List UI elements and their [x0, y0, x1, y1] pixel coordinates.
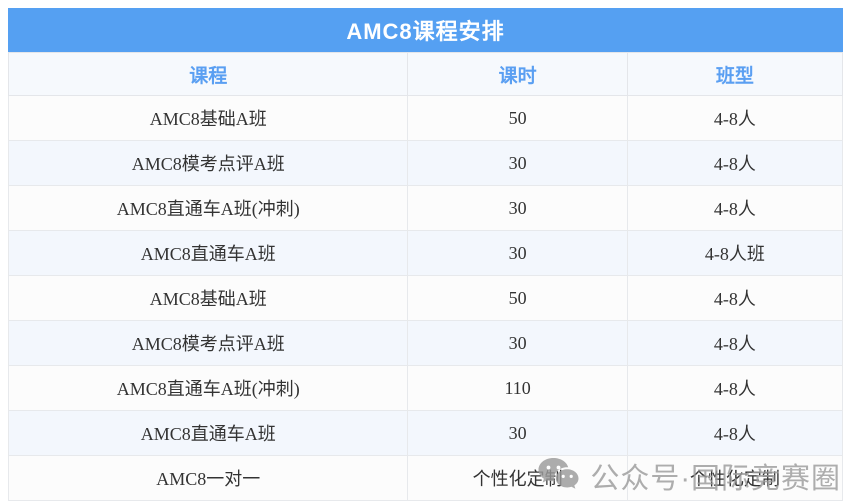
table-row: AMC8模考点评A班 30 4-8人 — [7, 140, 844, 186]
table-row: AMC8直通车A班 30 4-8人班 — [7, 230, 844, 276]
table-row: AMC8直通车A班(冲刺) 110 4-8人 — [7, 365, 844, 411]
cell-hours: 30 — [407, 410, 628, 456]
table-row: AMC8直通车A班 30 4-8人 — [7, 410, 844, 456]
table-row: AMC8基础A班 50 4-8人 — [7, 95, 844, 141]
column-header-hours: 课时 — [407, 52, 628, 96]
cell-course: AMC8基础A班 — [7, 275, 409, 321]
cell-course: AMC8基础A班 — [7, 95, 409, 141]
cell-hours: 110 — [407, 365, 628, 411]
cell-course: AMC8模考点评A班 — [7, 140, 409, 186]
cell-hours: 30 — [407, 185, 628, 231]
cell-class-type: 4-8人 — [626, 410, 844, 456]
cell-class-type: 4-8人 — [626, 140, 844, 186]
cell-hours: 50 — [407, 275, 628, 321]
cell-hours: 30 — [407, 230, 628, 276]
cell-course: AMC8一对一 — [7, 455, 409, 501]
table-row: AMC8基础A班 50 4-8人 — [7, 275, 844, 321]
cell-hours: 个性化定制 — [407, 455, 628, 501]
cell-class-type: 4-8人 — [626, 95, 844, 141]
cell-class-type: 4-8人 — [626, 275, 844, 321]
cell-course: AMC8直通车A班 — [7, 410, 409, 456]
cell-hours: 50 — [407, 95, 628, 141]
table-row: AMC8直通车A班(冲刺) 30 4-8人 — [7, 185, 844, 231]
cell-course: AMC8直通车A班(冲刺) — [7, 365, 409, 411]
course-schedule-page: AMC8课程安排 课程 课时 班型 AMC8基础A班 50 4-8人 AMC8模考点评… — [7, 8, 844, 501]
course-table: 课程 课时 班型 AMC8基础A班 50 4-8人 AMC8模考点评A班 30 4-8人 A… — [7, 52, 844, 501]
cell-class-type: 个性化定制 — [626, 455, 844, 501]
cell-class-type: 4-8人 — [626, 185, 844, 231]
table-row: AMC8模考点评A班 30 4-8人 — [7, 320, 844, 366]
table-header-row: 课程 课时 班型 — [7, 52, 844, 96]
cell-hours: 30 — [407, 140, 628, 186]
cell-course: AMC8直通车A班(冲刺) — [7, 185, 409, 231]
table-row: AMC8一对一 个性化定制 个性化定制 — [7, 455, 844, 501]
cell-course: AMC8模考点评A班 — [7, 320, 409, 366]
cell-class-type: 4-8人 — [626, 365, 844, 411]
cell-class-type: 4-8人班 — [626, 230, 844, 276]
column-header-class-type: 班型 — [626, 52, 844, 96]
table-title: AMC8课程安排 — [346, 19, 505, 44]
column-header-course: 课程 — [7, 52, 409, 96]
table-title-bar: AMC8课程安排 — [8, 8, 843, 52]
cell-course: AMC8直通车A班 — [7, 230, 409, 276]
cell-hours: 30 — [407, 320, 628, 366]
cell-class-type: 4-8人 — [626, 320, 844, 366]
